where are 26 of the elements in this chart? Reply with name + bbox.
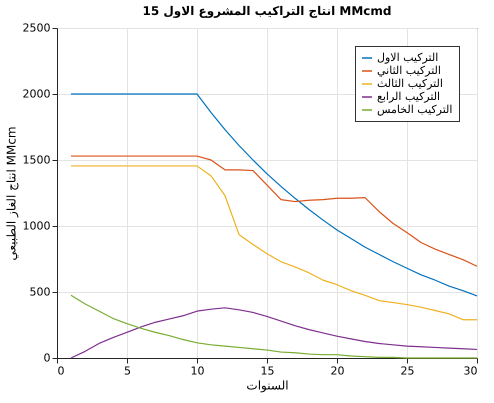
line-series <box>70 165 478 320</box>
legend-label: التركيب الرابع <box>377 90 440 103</box>
x-tick-label: 5 <box>124 364 131 378</box>
legend-label: التركيب الاول <box>377 51 438 64</box>
y-tick-label: 1500 <box>22 154 50 166</box>
x-tick-label: 10 <box>190 364 204 378</box>
y-tick-label: 2000 <box>22 88 50 100</box>
x-tick-label: 15 <box>260 364 274 378</box>
legend-label: التركيب الخامس <box>377 103 452 116</box>
x-tick-label: 30 <box>464 364 478 378</box>
x-tick-label: 25 <box>400 364 414 378</box>
x-tick-label: 20 <box>330 364 344 378</box>
x-tick-label: 0 <box>58 364 64 378</box>
y-axis-title: انتاج الغاز الطبيعي MMcm <box>4 126 19 261</box>
legend-label: التركيب الثالث <box>377 77 443 90</box>
line-series <box>70 155 478 267</box>
line-series <box>70 307 478 359</box>
legend-label: التركيب الثاني <box>377 64 441 77</box>
y-tick-label: 1000 <box>22 220 50 232</box>
line-series <box>70 93 478 297</box>
y-tick-label: 500 <box>30 286 50 298</box>
x-axis-title: السنوات <box>246 378 289 392</box>
line-series <box>70 294 478 359</box>
chart-title: انتاج التراكيب المشروع الاول 15 MMcmd <box>142 4 392 18</box>
y-tick-label: 2500 <box>22 22 50 34</box>
y-tick-label: 0 <box>44 352 50 364</box>
